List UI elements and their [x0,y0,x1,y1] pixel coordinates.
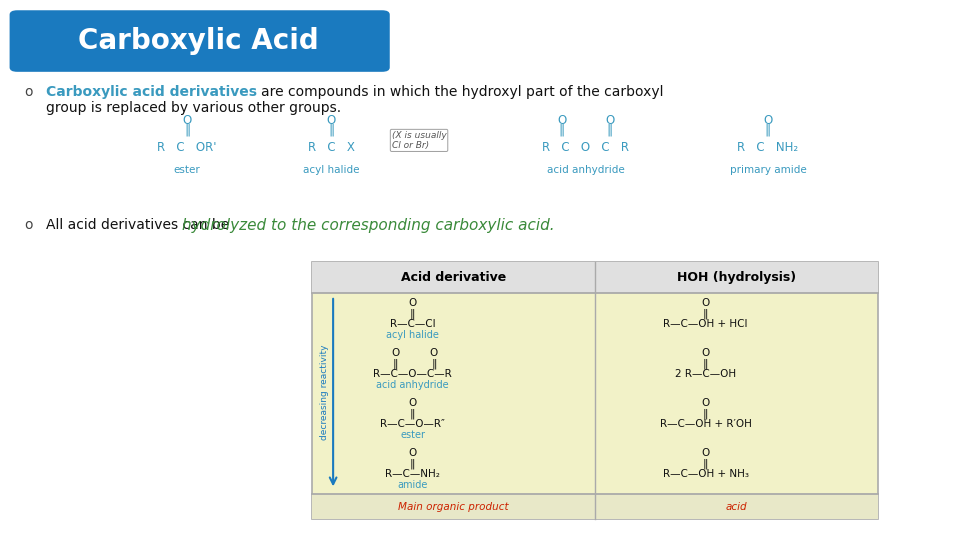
Text: O: O [392,348,399,357]
Text: O: O [702,398,709,408]
Text: O: O [430,348,438,357]
Text: ‖: ‖ [703,308,708,319]
Text: R—C—OH + NH₃: R—C—OH + NH₃ [662,469,749,480]
Text: O: O [326,114,336,127]
Text: O: O [182,114,192,127]
Text: (⁠X is usually
Cl or Br⁠): (⁠X is usually Cl or Br⁠) [392,131,446,150]
Text: ‖: ‖ [410,458,416,469]
Text: ‖: ‖ [431,358,437,369]
Text: O: O [605,114,614,127]
Text: o: o [24,218,33,232]
Text: acyl halide: acyl halide [386,330,440,340]
Text: R—C—OH + R′OH: R—C—OH + R′OH [660,420,752,429]
Text: ester: ester [400,430,425,440]
Text: R—C—NH₂: R—C—NH₂ [385,469,441,480]
Text: R   C   O   C   R: R C O C R [542,140,629,154]
FancyBboxPatch shape [10,10,390,72]
Text: ‖: ‖ [703,458,708,469]
Text: O: O [409,298,417,308]
Text: Carboxylic acid derivatives: Carboxylic acid derivatives [46,85,257,99]
Text: ‖: ‖ [328,123,334,137]
Text: ‖: ‖ [703,358,708,369]
Text: are compounds in which the hydroxyl part of the carboxyl: are compounds in which the hydroxyl part… [261,85,663,99]
Text: ‖: ‖ [410,308,416,319]
Text: ‖: ‖ [607,123,612,137]
Text: acyl halide: acyl halide [303,165,359,175]
Text: Carboxylic Acid: Carboxylic Acid [79,27,319,55]
Bar [312,494,878,519]
Text: Main organic product: Main organic product [398,502,509,511]
Text: R—C—Cl: R—C—Cl [390,319,436,329]
Text: R—C—O—C—R: R—C—O—C—R [373,369,452,379]
Text: ‖: ‖ [184,123,190,137]
Text: R—C—OH + HCl: R—C—OH + HCl [663,319,748,329]
Text: 2 R—C—OH: 2 R—C—OH [675,369,736,379]
Text: hydrolyzed to the corresponding carboxylic acid.: hydrolyzed to the corresponding carboxyl… [182,218,555,233]
Text: Acid derivative: Acid derivative [401,271,506,284]
Text: decreasing reactivity: decreasing reactivity [320,345,329,440]
Bar [312,262,878,519]
Text: O: O [702,298,709,308]
Text: ester: ester [174,165,201,175]
Text: O: O [702,448,709,458]
Text: O: O [409,448,417,458]
Text: acid anhydride: acid anhydride [547,165,624,175]
Text: O: O [702,348,709,357]
Text: group is replaced by various other groups.: group is replaced by various other group… [46,101,341,115]
Text: HOH (hydrolysis): HOH (hydrolysis) [677,271,797,284]
Text: R   C   X: R C X [308,140,354,154]
Text: ‖: ‖ [393,358,398,369]
Text: R—C—O—R″: R—C—O—R″ [380,420,445,429]
Bar [312,262,878,293]
Text: ‖: ‖ [703,408,708,419]
Text: R   C   OR': R C OR' [157,140,217,154]
Text: amide: amide [397,480,428,490]
Text: All acid derivatives can be: All acid derivatives can be [46,218,233,232]
Text: ‖: ‖ [559,123,564,137]
Text: O: O [409,398,417,408]
Text: O: O [763,114,773,127]
Text: o: o [24,85,33,99]
Text: acid anhydride: acid anhydride [376,380,449,390]
Text: ‖: ‖ [765,123,771,137]
Text: ‖: ‖ [410,408,416,419]
Text: primary amide: primary amide [730,165,806,175]
Text: acid: acid [726,502,748,511]
Text: R   C   NH₂: R C NH₂ [737,140,799,154]
Text: O: O [557,114,566,127]
